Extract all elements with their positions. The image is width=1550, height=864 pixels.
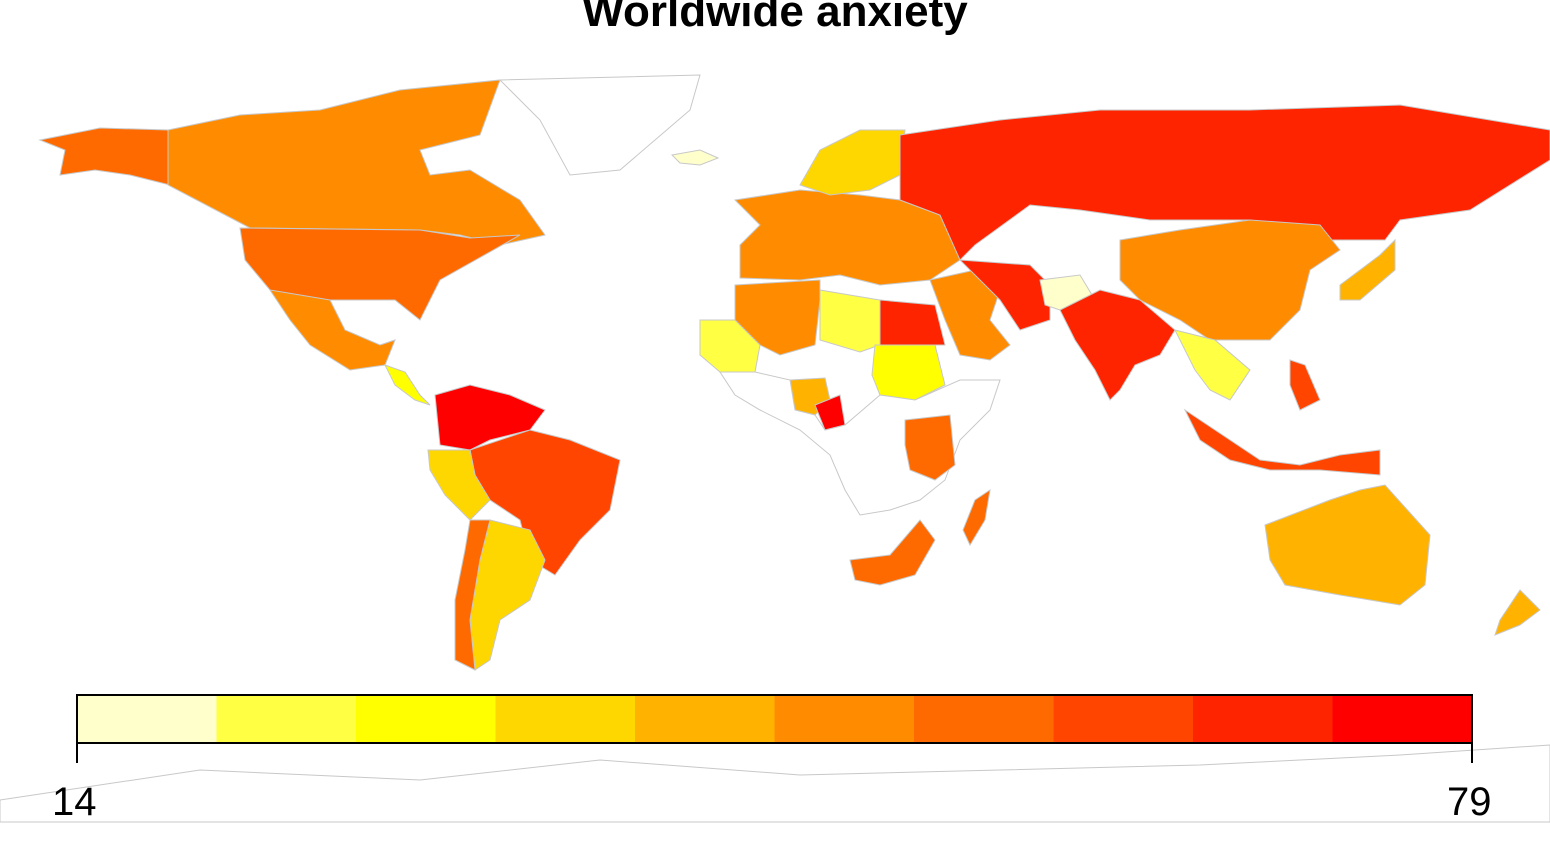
region-iceland <box>670 149 720 166</box>
legend-frame <box>76 694 1473 744</box>
legend-segment <box>1332 695 1473 743</box>
region-madagascar <box>962 488 991 547</box>
region-peru <box>427 449 491 521</box>
region-antarctica <box>0 744 1550 823</box>
region-east-africa <box>904 414 956 481</box>
legend-segment <box>77 695 217 743</box>
legend-color-bar <box>77 695 1473 743</box>
legend-segment <box>356 695 496 743</box>
legend-segment <box>635 695 775 743</box>
region-indonesia <box>1183 408 1381 476</box>
region-libya <box>819 289 881 353</box>
region-scandinavia <box>799 129 906 196</box>
region-india <box>1059 289 1176 401</box>
region-philippines <box>1289 359 1321 411</box>
legend-segment <box>1193 695 1333 743</box>
legend-segment <box>1053 695 1194 743</box>
region-japan <box>1339 238 1396 301</box>
region-greenland <box>498 74 701 176</box>
region-southeast-asia <box>1174 329 1251 401</box>
legend-min-label: 14 <box>52 780 97 824</box>
region-south-africa <box>849 519 936 586</box>
region-europe <box>733 189 961 286</box>
region-egypt <box>879 299 946 346</box>
legend-segment <box>914 695 1054 743</box>
legend-segment <box>216 695 357 743</box>
legend-max-label: 79 <box>1447 780 1492 824</box>
region-alaska <box>38 127 171 186</box>
region-central-america <box>384 364 431 406</box>
legend-segment <box>774 695 915 743</box>
region-mexico <box>268 289 396 371</box>
region-canada <box>167 79 546 246</box>
region-china <box>1119 219 1341 341</box>
region-iran <box>958 259 1051 331</box>
legend-segment <box>495 695 636 743</box>
region-central-africa <box>719 371 1001 516</box>
map-title: Worldwide anxiety <box>582 0 968 36</box>
region-new-zealand <box>1494 589 1541 636</box>
region-chile <box>454 519 491 671</box>
region-australia <box>1264 484 1431 606</box>
